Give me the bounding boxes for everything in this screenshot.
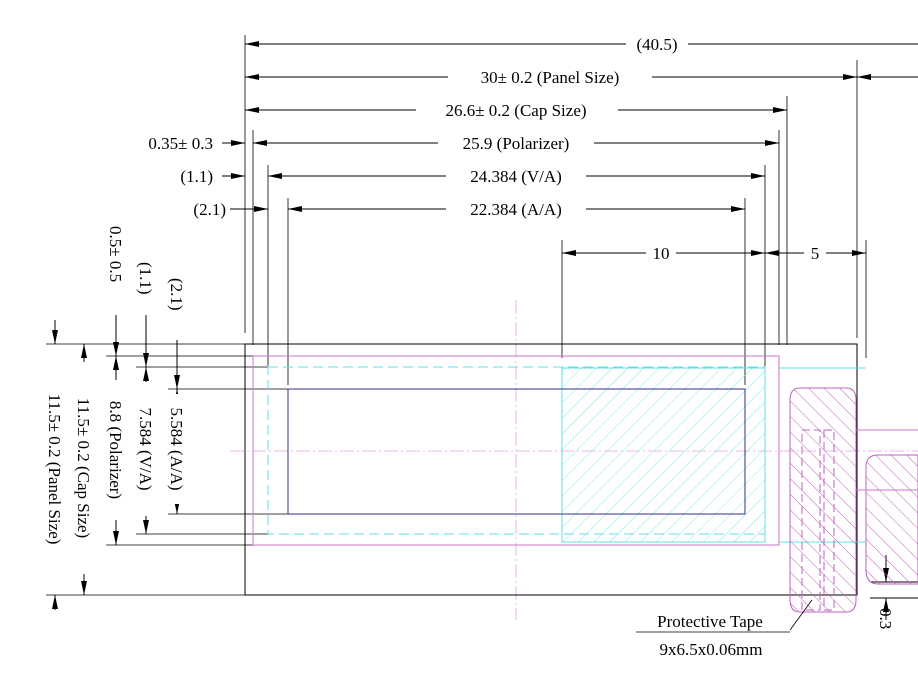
cap-width-label: 26.6± 0.2 (Cap Size) [445,101,586,120]
tape-callout: Protective Tape 9x6.5x0.06mm [636,612,790,659]
cap-height-label: 11.5± 0.2 (Cap Size) [74,398,93,538]
v-offset-label: 0.5± 0.5 [106,226,125,282]
tape-label: Protective Tape [657,612,763,631]
polarizer-width-label: 25.9 (Polarizer) [463,134,570,153]
panel-width-label: 30± 0.2 (Panel Size) [481,68,620,87]
ten-label: 10 [653,244,670,263]
va-offset-label: (1.1) [180,167,213,186]
v-va-offset-label: (1.1) [136,262,155,295]
overall-width-label: (40.5) [636,35,677,54]
vertical-dimension-labels: 11.5± 0.2 (Panel Size) 11.5± 0.2 (Cap Si… [45,226,895,629]
aa-height-label: 5.584 (A/A) [167,407,186,490]
vertical-extension-lines [244,35,867,385]
tape-size-label: 9x6.5x0.06mm [660,640,763,659]
thickness-label: 0.3 [876,608,895,629]
v-aa-offset-label: (2.1) [167,278,186,311]
va-height-label: 7.584 (V/A) [136,407,155,490]
panel-height-label: 11.5± 0.2 (Panel Size) [45,394,64,545]
horizontal-dimension-labels: (40.5) 30± 0.2 (Panel Size) 26.6± 0.2 (C… [148,34,826,263]
protective-tape [789,387,918,631]
five-label: 5 [811,244,820,263]
panel-outline [244,343,866,596]
va-width-label: 24.384 (V/A) [470,167,562,186]
aa-width-label: 22.384 (A/A) [470,200,562,219]
polarizer-height-label: 8.8 (Polarizer) [106,401,125,499]
aa-offset-label: (2.1) [193,200,226,219]
offset-label: 0.35± 0.3 [148,134,213,153]
